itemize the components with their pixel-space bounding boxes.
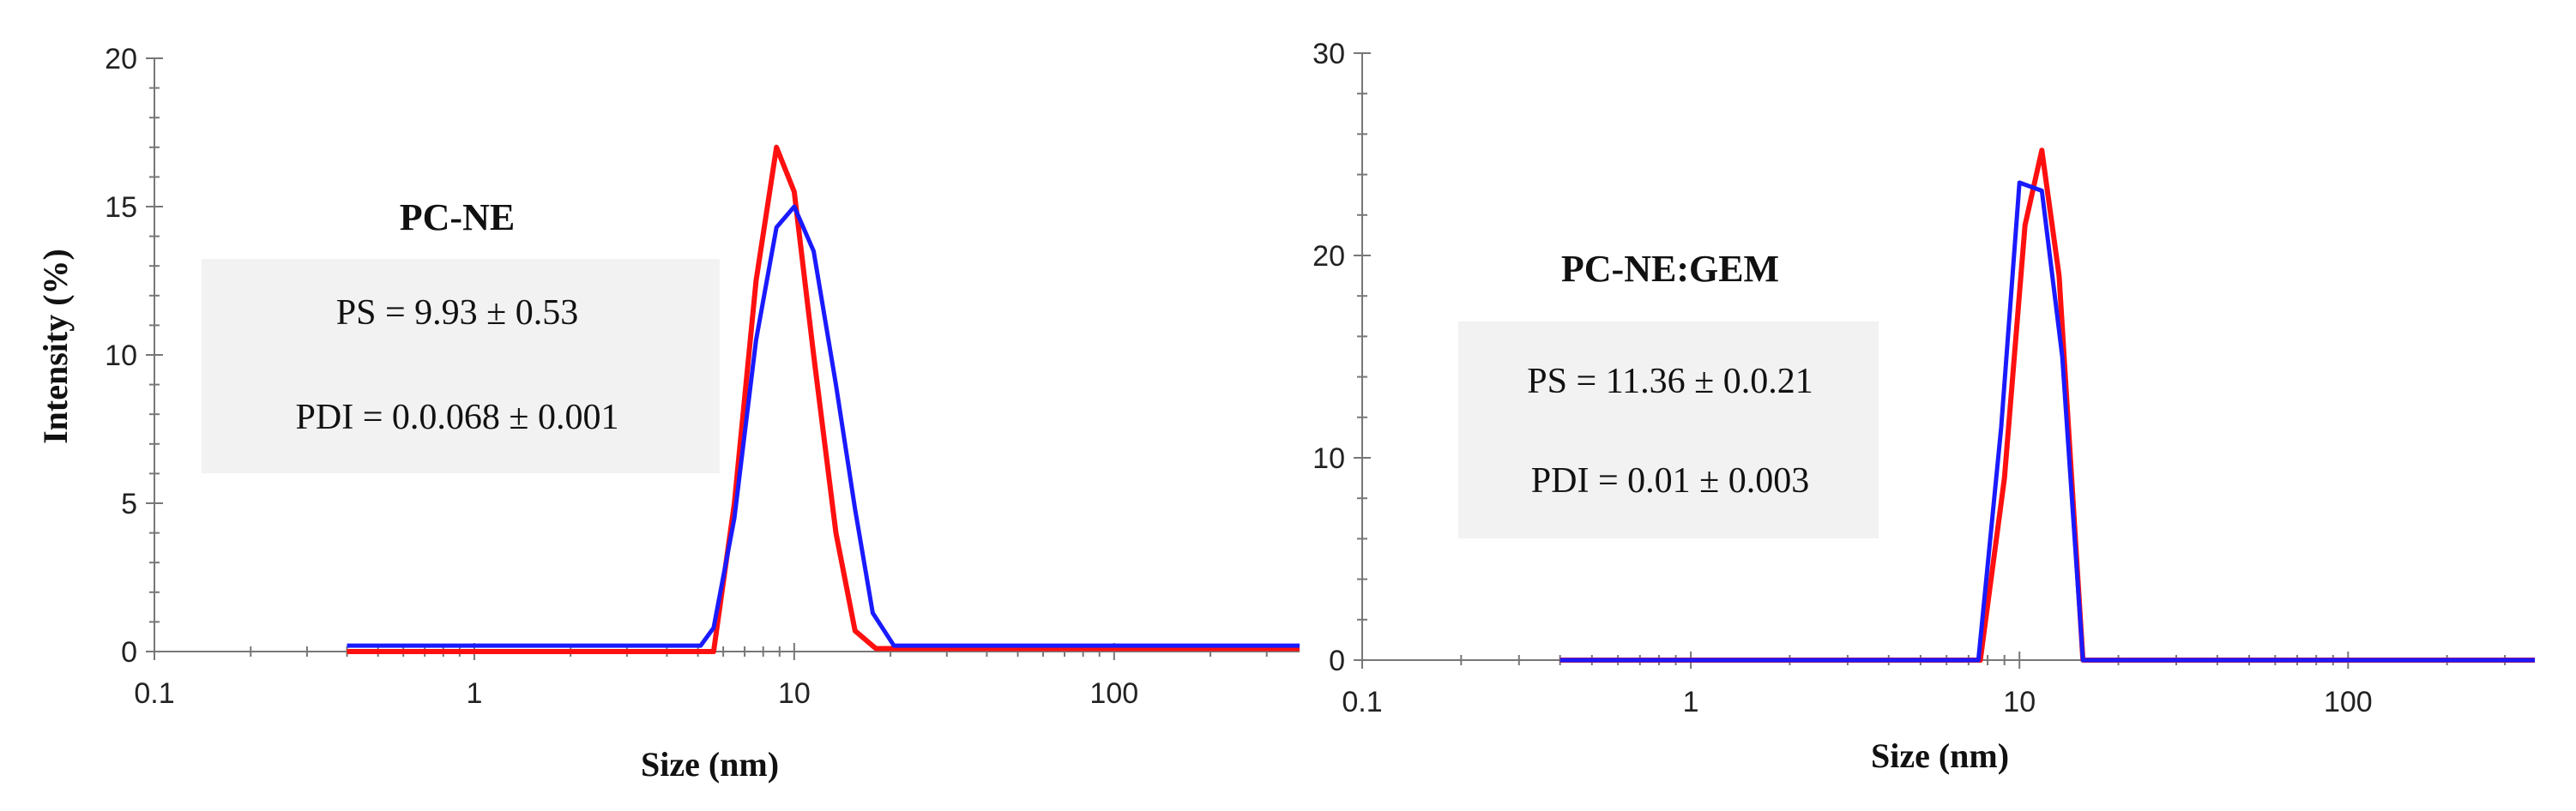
y-tick-label: 20 bbox=[1312, 240, 1345, 273]
x-axis-title: Size (nm) bbox=[641, 745, 779, 784]
x-tick-label: 100 bbox=[2324, 686, 2373, 718]
pdi-text: PDI = 0.0.068 ± 0.001 bbox=[296, 398, 619, 437]
x-tick-label: 0.1 bbox=[1342, 686, 1382, 718]
y-tick-label: 0 bbox=[1329, 645, 1345, 677]
particle-size-text: PS = 9.93 ± 0.53 bbox=[336, 293, 578, 333]
annotation-box bbox=[202, 259, 720, 473]
series-line-blue bbox=[1559, 180, 2535, 663]
chart-panel-1: 0 5 10 15 20 0.1 1 10 100 Size (nm) Intensity (%) P… bbox=[36, 43, 1300, 784]
y-tick-label: 30 bbox=[1312, 38, 1345, 70]
x-tick-label: 10 bbox=[2003, 686, 2036, 718]
x-tick-label: 1 bbox=[466, 677, 482, 710]
x-tick-label: 10 bbox=[778, 677, 811, 710]
y-tick-label: 10 bbox=[105, 339, 137, 372]
sample-title: PC-NE:GEM bbox=[1561, 248, 1779, 290]
sample-title: PC-NE bbox=[400, 196, 515, 238]
y-tick-label: 10 bbox=[1312, 442, 1345, 475]
x-tick-label: 100 bbox=[1089, 677, 1138, 710]
annotation-box bbox=[1458, 321, 1879, 538]
series-line-blue bbox=[347, 204, 1300, 648]
particle-size-text: PS = 11.36 ± 0.0.21 bbox=[1527, 362, 1813, 401]
y-tick-label: 15 bbox=[105, 191, 137, 224]
y-axis-title: Intensity (%) bbox=[36, 249, 75, 444]
x-tick-label: 1 bbox=[1683, 686, 1699, 718]
x-tick-label: 0.1 bbox=[134, 677, 174, 710]
pdi-text: PDI = 0.01 ± 0.003 bbox=[1531, 461, 1809, 501]
y-tick-label: 0 bbox=[121, 636, 137, 669]
y-tick-label: 5 bbox=[121, 488, 137, 520]
x-axis-title: Size (nm) bbox=[1871, 736, 2009, 775]
y-tick-label: 20 bbox=[105, 43, 137, 75]
chart-panel-2: 0 10 20 30 0.1 1 10 100 Size (nm) PC-NE:GEM PS = 1… bbox=[1312, 38, 2535, 775]
